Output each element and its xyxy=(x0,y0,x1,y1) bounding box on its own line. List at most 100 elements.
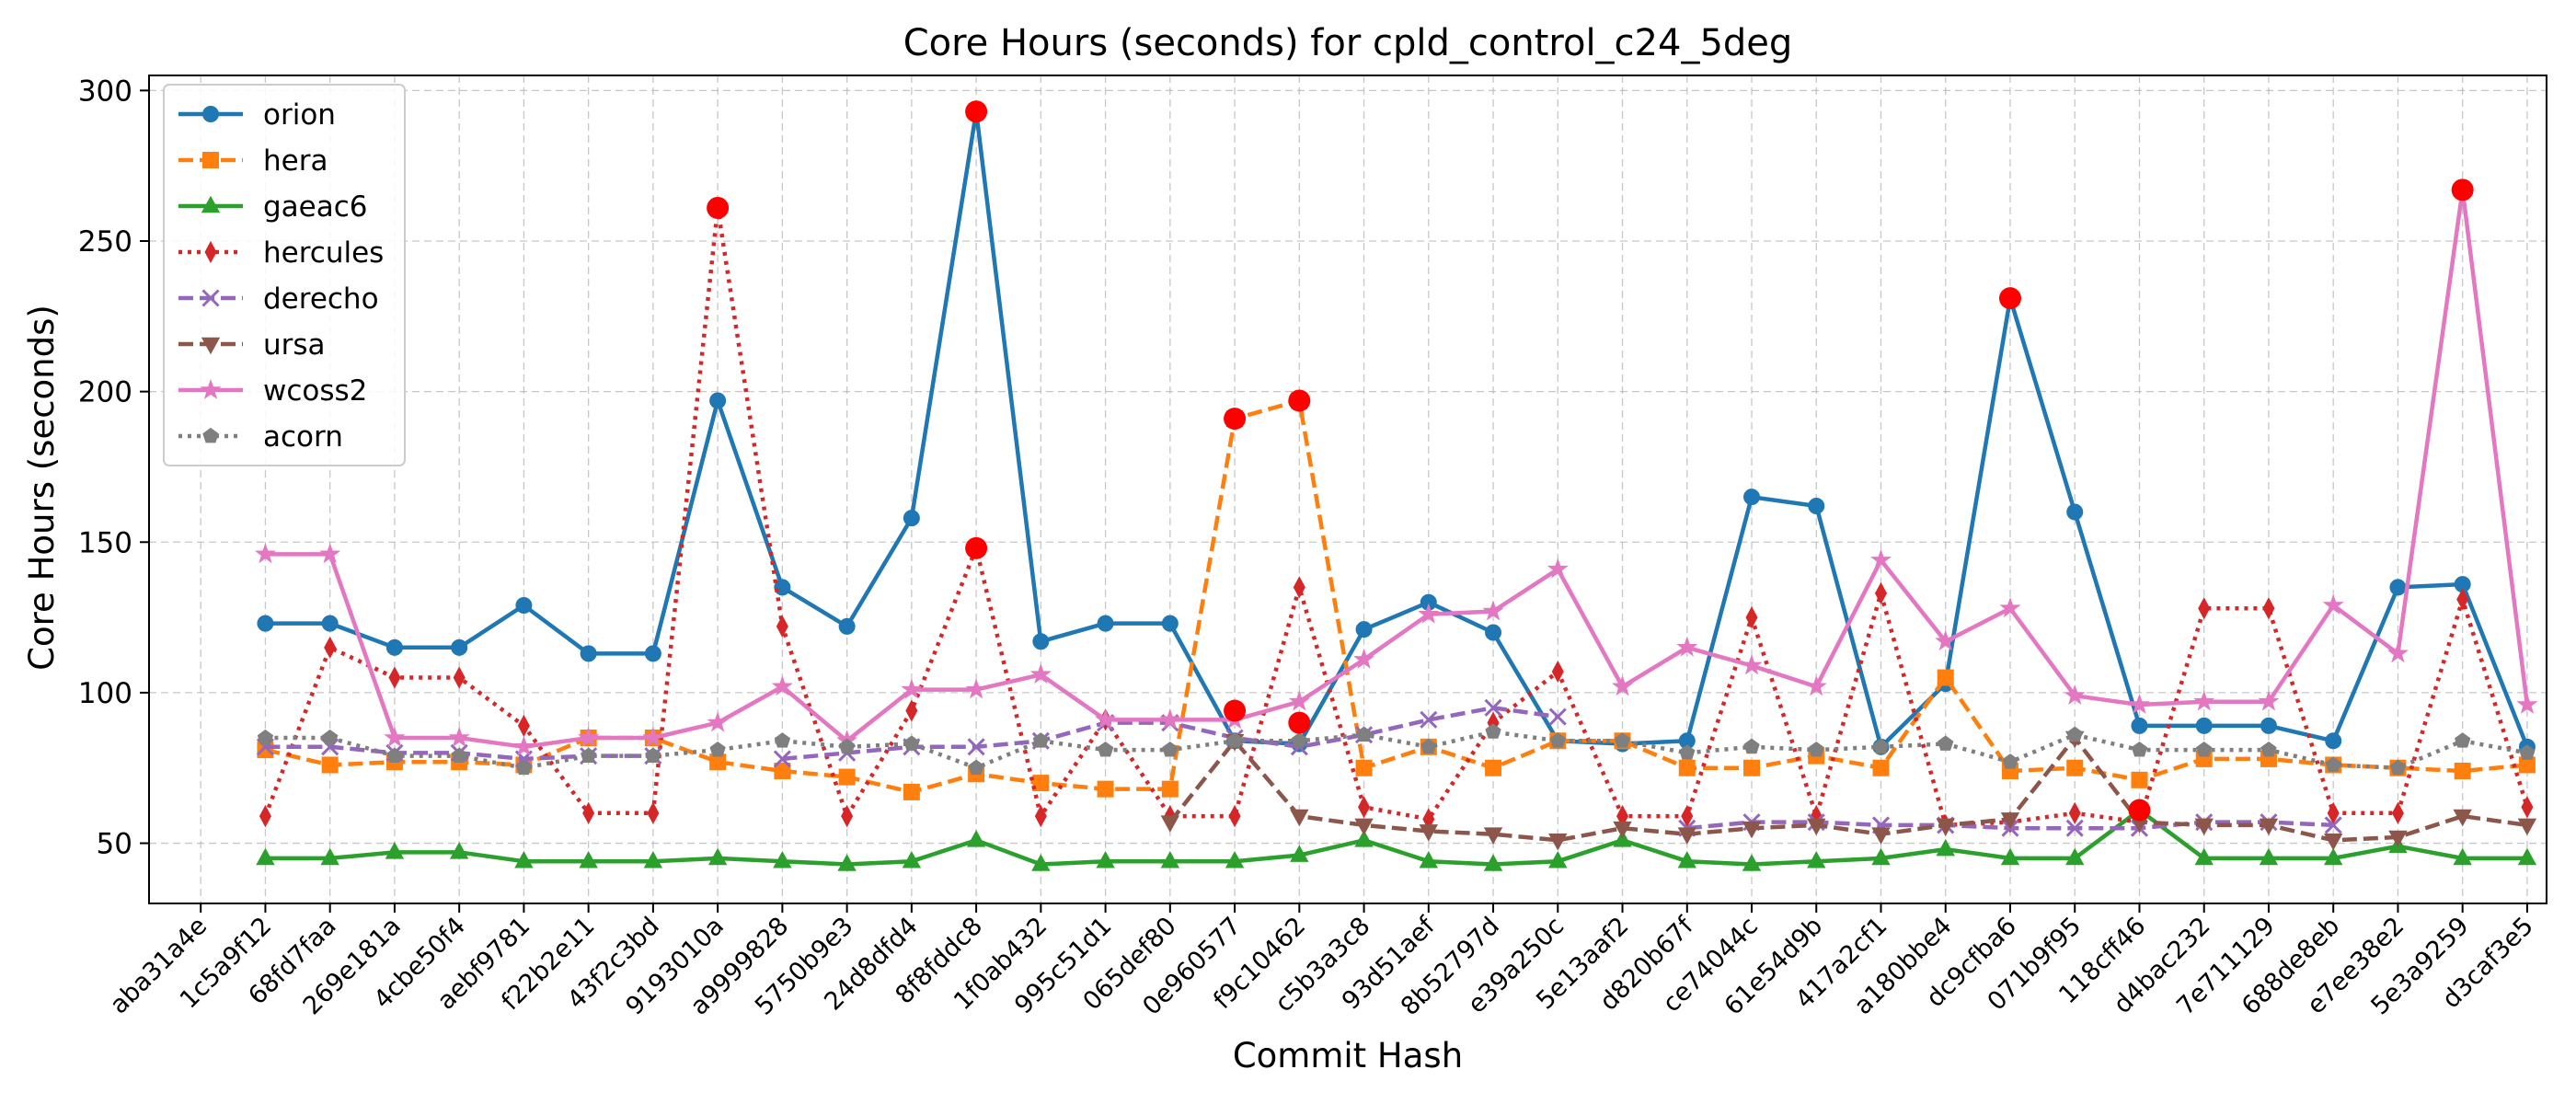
data-point-orion xyxy=(451,638,468,656)
data-point-orion xyxy=(580,645,597,662)
data-point-hera xyxy=(1032,775,1050,792)
data-point-hercules xyxy=(388,666,401,689)
data-point-acorn xyxy=(838,738,856,754)
data-point-acorn xyxy=(645,747,661,763)
data-point-hera xyxy=(1355,759,1373,776)
y-axis-ticks: 50 100 150 200 250 300 xyxy=(78,75,149,861)
data-point-hercules xyxy=(1358,796,1371,819)
series-acorn xyxy=(257,723,2536,776)
legend-label: ursa xyxy=(263,328,326,362)
data-point-acorn xyxy=(1291,732,1307,748)
highlight-point xyxy=(1288,711,1311,734)
data-point-gaeac6 xyxy=(1225,850,1245,868)
highlight-point xyxy=(1224,699,1247,722)
data-point-acorn xyxy=(386,747,403,763)
data-point-acorn xyxy=(2325,756,2341,772)
data-point-gaeac6 xyxy=(1936,838,1955,857)
legend-label: orion xyxy=(263,98,336,132)
data-point-orion xyxy=(321,615,339,632)
data-point-wcoss2 xyxy=(1805,675,1827,696)
data-point-wcoss2 xyxy=(2064,684,2086,706)
data-point-gaeac6 xyxy=(902,850,922,868)
data-point-orion xyxy=(903,510,920,527)
legend: orion hera gaeac6 hercules derecho ursa wcoss2… xyxy=(163,84,406,466)
data-point-wcoss2 xyxy=(2386,642,2409,663)
data-point-wcoss2 xyxy=(448,726,470,747)
data-point-ursa xyxy=(1483,827,1503,845)
data-point-wcoss2 xyxy=(1353,648,1375,669)
data-point-orion xyxy=(515,597,533,614)
data-point-gaeac6 xyxy=(1807,850,1826,868)
data-point-acorn xyxy=(581,747,597,763)
data-point-acorn xyxy=(1097,741,1114,757)
data-point-derecho xyxy=(2065,819,2084,837)
data-point-wcoss2 xyxy=(1999,597,2021,618)
data-point-wcoss2 xyxy=(1741,654,1763,675)
legend-item-hercules: hercules xyxy=(178,236,384,270)
data-point-derecho xyxy=(967,738,985,756)
data-point-acorn xyxy=(2519,744,2536,760)
y-axis-label: Core Hours (seconds) xyxy=(22,305,62,671)
data-point-hercules xyxy=(776,615,788,638)
data-point-hera xyxy=(774,763,791,779)
data-point-hercules xyxy=(1745,605,1758,629)
data-point-derecho xyxy=(773,750,791,768)
data-point-hercules xyxy=(2391,801,2404,824)
data-point-gaeac6 xyxy=(1096,850,1115,868)
data-point-acorn xyxy=(2002,753,2018,769)
legend-label: acorn xyxy=(263,420,343,454)
data-point-orion xyxy=(2195,717,2213,734)
highlight-point xyxy=(1224,408,1247,431)
data-point-acorn xyxy=(1420,738,1437,754)
data-point-ursa xyxy=(1936,818,1955,836)
data-point-orion xyxy=(1485,624,1502,641)
data-point-acorn xyxy=(515,759,533,776)
data-point-hercules xyxy=(1228,804,1241,828)
data-point-ursa xyxy=(2453,809,2472,827)
data-point-wcoss2 xyxy=(1547,558,1569,579)
legend-label: hercules xyxy=(263,236,384,270)
data-point-gaeac6 xyxy=(2259,847,2279,866)
data-point-gaeac6 xyxy=(1354,830,1374,847)
legend-item-ursa: ursa xyxy=(178,328,326,362)
data-point-acorn xyxy=(1679,744,1696,760)
data-point-gaeac6 xyxy=(837,854,857,871)
legend-marker xyxy=(200,378,222,399)
data-point-acorn xyxy=(774,732,791,748)
legend-marker xyxy=(201,289,220,307)
legend-item-hera: hera xyxy=(178,144,328,178)
highlight-point xyxy=(1288,389,1311,412)
data-point-hercules xyxy=(1551,660,1564,684)
data-point-gaeac6 xyxy=(1871,847,1891,866)
data-point-ursa xyxy=(2517,818,2537,836)
data-point-wcoss2 xyxy=(901,678,923,699)
data-point-orion xyxy=(1355,621,1373,638)
data-point-acorn xyxy=(2260,741,2277,757)
data-point-wcoss2 xyxy=(1611,675,1634,696)
data-point-acorn xyxy=(968,759,984,776)
data-point-acorn xyxy=(1614,732,1631,748)
data-point-gaeac6 xyxy=(579,850,598,868)
data-point-wcoss2 xyxy=(578,726,600,747)
data-point-wcoss2 xyxy=(2193,690,2215,711)
data-point-orion xyxy=(2389,579,2407,596)
data-point-gaeac6 xyxy=(514,850,534,868)
data-point-hercules xyxy=(2198,597,2211,620)
data-point-acorn xyxy=(1032,732,1049,748)
y-tick-label: 100 xyxy=(78,677,132,710)
data-point-ursa xyxy=(1613,821,1632,839)
data-point-orion xyxy=(1097,615,1114,632)
y-tick-label: 250 xyxy=(78,225,132,259)
data-point-ursa xyxy=(1742,821,1762,839)
legend-marker xyxy=(201,337,221,355)
data-point-gaeac6 xyxy=(1742,854,1762,871)
data-point-acorn xyxy=(322,729,339,745)
data-point-wcoss2 xyxy=(1288,690,1310,711)
data-point-orion xyxy=(385,638,403,656)
legend-item-orion: orion xyxy=(178,98,336,132)
series-wcoss2 xyxy=(254,178,2538,756)
data-point-acorn xyxy=(1226,732,1243,748)
chart-title: Core Hours (seconds) for cpld_control_c2… xyxy=(903,22,1793,64)
data-point-gaeac6 xyxy=(2194,847,2214,866)
